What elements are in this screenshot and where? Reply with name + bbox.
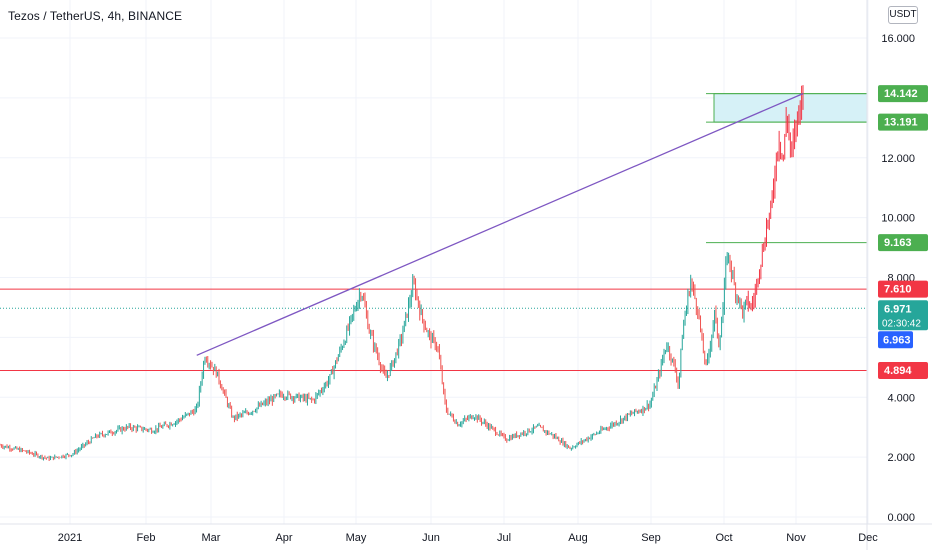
x-tick-label: Mar [202, 532, 221, 544]
current-price-badge-label: 6.971 [884, 303, 912, 315]
level-badge-7-610-label: 7.610 [884, 284, 912, 296]
price-badges: 14.142 13.191 9.163 7.610 4.894 6.971 02:30:42… [878, 85, 928, 379]
level-badge-4-894: 4.894 [878, 361, 928, 379]
y-tick-label: 12.000 [881, 153, 915, 165]
y-tick-label: 10.000 [881, 213, 915, 225]
time-axis[interactable]: 2021 Feb Mar Apr May Jun Jul Aug Sep Oct Nov Dec [58, 532, 879, 544]
x-tick-label: Sep [641, 532, 661, 544]
y-tick-label: 0.000 [887, 512, 915, 524]
level-badge-13-191-label: 13.191 [884, 117, 918, 129]
last-close-badge: 6.963 [878, 331, 913, 349]
level-badge-13-191: 13.191 [878, 113, 928, 131]
y-tick-label: 4.000 [887, 392, 915, 404]
level-badge-14-142: 14.142 [878, 85, 928, 103]
last-close-badge-bg [878, 331, 913, 349]
y-tick-label: 2.000 [887, 452, 915, 464]
level-badge-9-163-label: 9.163 [884, 237, 912, 249]
x-tick-label: 2021 [58, 532, 82, 544]
level-badge-13-191-bg [878, 113, 928, 131]
level-badge-4-894-label: 4.894 [884, 365, 912, 377]
chart-title: Tezos / TetherUS, 4h, BINANCE [8, 9, 183, 23]
last-close-badge-label: 6.963 [883, 334, 911, 346]
currency-button[interactable]: USDT [888, 6, 918, 24]
trendline[interactable] [196, 93, 804, 356]
zone-layer [713, 93, 868, 123]
target-zone [713, 93, 868, 123]
x-tick-label: Jul [497, 532, 511, 544]
x-tick-label: Dec [858, 532, 878, 544]
level-badge-7-610-bg [878, 280, 928, 298]
level-badge-14-142-bg [878, 85, 928, 103]
level-badge-4-894-bg [878, 361, 928, 379]
x-tick-label: Oct [715, 532, 732, 544]
current-price-badge: 6.971 02:30:42 [878, 300, 928, 331]
current-price-badge-countdown: 02:30:42 [882, 318, 921, 329]
x-tick-label: May [346, 532, 367, 544]
x-tick-label: Jun [422, 532, 440, 544]
x-tick-label: Nov [786, 532, 806, 544]
grid-layer [0, 0, 869, 524]
current-price-badge-bg [878, 300, 928, 331]
x-tick-label: Apr [275, 532, 292, 544]
trend-layer [196, 93, 804, 356]
x-tick-label: Feb [137, 532, 156, 544]
x-tick-label: Aug [568, 532, 588, 544]
level-badge-7-610: 7.610 [878, 280, 928, 298]
level-badge-9-163: 9.163 [878, 234, 928, 252]
y-tick-label: 16.000 [881, 33, 915, 45]
candle-layer [0, 85, 804, 462]
level-badge-14-142-label: 14.142 [884, 88, 918, 100]
level-layer [0, 93, 867, 371]
level-badge-9-163-bg [878, 234, 928, 252]
